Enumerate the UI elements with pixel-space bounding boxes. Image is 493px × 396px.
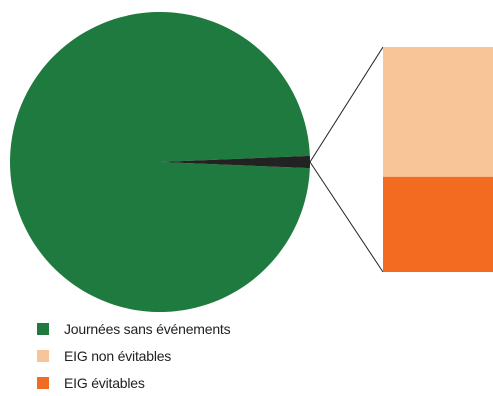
legend-item-journees-sans-evenements: Journées sans événements — [37, 315, 231, 342]
pie-of-bar-chart — [9, 12, 493, 313]
connector-lines — [309, 46, 384, 273]
secondary-bar — [383, 47, 493, 272]
legend: Journées sans événements EIG non évitabl… — [37, 315, 231, 396]
pie — [9, 12, 310, 313]
legend-label: EIG non évitables — [64, 347, 172, 364]
legend-swatch — [37, 376, 49, 389]
legend-label: Journées sans événements — [64, 320, 231, 337]
pie-slice-other — [160, 155, 310, 169]
connector-line-top — [309, 46, 384, 163]
connector-line-bottom — [309, 161, 384, 273]
legend-swatch — [37, 322, 49, 335]
legend-item-eig-non-evitables: EIG non évitables — [37, 342, 230, 369]
legend-swatch — [37, 349, 49, 362]
sub-bar-segment-eig-evitables — [383, 176, 493, 272]
legend-item-eig-evitables: EIG évitables — [37, 369, 230, 396]
legend-label: EIG évitables — [64, 374, 145, 391]
sub-bar-segment-eig-non-evitables — [383, 47, 493, 177]
pie-slice-journees-sans-evenements — [9, 12, 310, 313]
